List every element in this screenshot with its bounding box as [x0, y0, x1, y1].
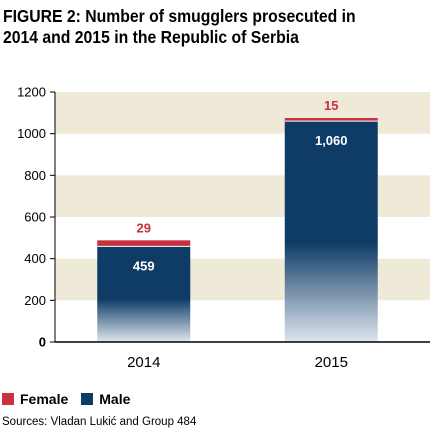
y-tick-label: 200: [24, 293, 46, 308]
y-tick-label: 1000: [17, 126, 46, 141]
y-tick-label: 400: [24, 251, 46, 266]
y-tick-label: 600: [24, 210, 46, 225]
legend-item-male: Male: [81, 391, 130, 407]
y-tick-label: 0: [39, 335, 46, 350]
bar-female-2015: [284, 118, 378, 122]
legend-item-female: Female: [2, 391, 68, 407]
data-label-female-2014: 29: [137, 220, 151, 235]
x-tick-label-2014: 2014: [127, 354, 160, 371]
data-label-male-2014: 459: [133, 258, 155, 273]
chart-title: FIGURE 2: Number of smugglers prosecuted…: [3, 6, 356, 47]
source-note: Sources: Vladan Lukić and Group 484: [2, 416, 197, 428]
x-tick-label-2015: 2015: [315, 354, 348, 371]
y-tick-label: 1200: [17, 85, 46, 100]
legend: Female Male: [2, 391, 143, 407]
bar-chart: 0 200 400 600 800 1000 1200 459 29 2014 1,060 15 201…: [17, 85, 430, 371]
legend-label-female: Female: [20, 391, 69, 407]
legend-swatch-male: [81, 393, 94, 405]
data-label-female-2015: 15: [324, 98, 338, 113]
bar-male-2014: [97, 246, 191, 342]
legend-label-male: Male: [99, 391, 131, 407]
y-tick-label: 800: [24, 168, 46, 183]
bar-female-2014: [97, 240, 191, 247]
bar-male-2015: [284, 121, 378, 343]
legend-swatch-female: [2, 393, 14, 405]
data-label-male-2015: 1,060: [315, 133, 348, 148]
